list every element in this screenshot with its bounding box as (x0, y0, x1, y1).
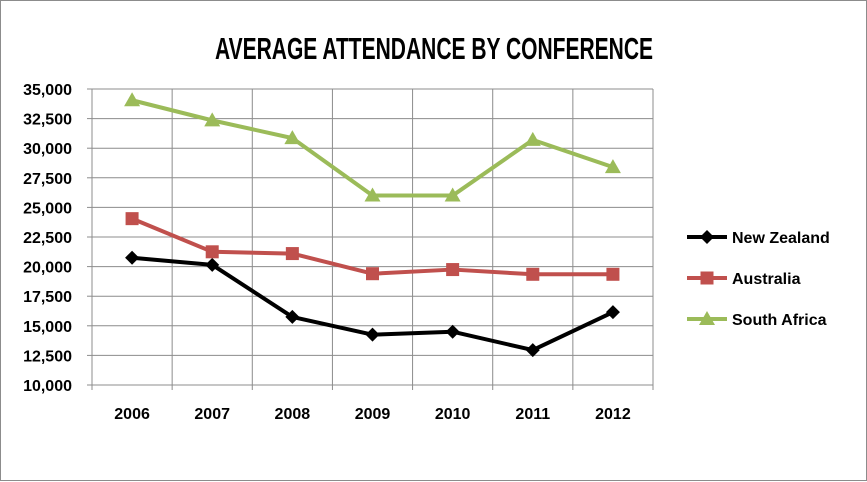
triangle-marker (444, 187, 461, 202)
diamond-marker (205, 257, 220, 272)
y-axis-tick-labels: 10,000 12,500 15,000 17,500 20,000 22,500 25,0… (23, 82, 72, 395)
square-marker (606, 267, 620, 281)
legend-diamond-marker (700, 230, 714, 244)
x-tick-label: 2007 (194, 406, 230, 423)
square-marker (366, 267, 379, 281)
y-tick-label: 10,000 (23, 378, 72, 395)
x-tick-label: 2006 (114, 406, 150, 423)
square-marker (526, 267, 540, 281)
legend-label: Australia (732, 271, 801, 288)
series-south-africa (124, 92, 621, 202)
diamond-marker (525, 343, 540, 358)
legend-label: New Zealand (732, 230, 830, 247)
x-tick-label: 2011 (515, 406, 550, 423)
legend-triangle-marker (699, 311, 715, 325)
y-tick-label: 27,500 (23, 171, 72, 188)
square-marker (205, 245, 219, 259)
chart-title: AVERAGE ATTENDANCE BY CONFERENCE (215, 31, 653, 66)
triangle-marker (204, 112, 221, 127)
legend-square-marker (700, 271, 714, 285)
diamond-marker (605, 305, 620, 320)
legend-label: South Africa (732, 312, 827, 329)
triangle-marker (364, 187, 381, 202)
square-marker (446, 263, 460, 277)
x-tick-label: 2009 (355, 406, 391, 423)
y-tick-label: 17,500 (23, 289, 72, 306)
diamond-marker (285, 309, 300, 324)
y-tick-label: 22,500 (23, 230, 72, 247)
y-tick-label: 32,500 (23, 112, 72, 129)
axes (87, 88, 654, 390)
diamond-marker (125, 250, 140, 265)
y-tick-label: 20,000 (23, 260, 72, 277)
triangle-marker (124, 92, 141, 107)
series-new-zealand (125, 250, 620, 358)
legend-item: New Zealand (687, 230, 830, 247)
square-marker (125, 212, 139, 226)
series-australia (125, 212, 620, 281)
legend-item: Australia (687, 271, 801, 288)
y-tick-label: 15,000 (23, 319, 72, 336)
series-lines (124, 92, 621, 358)
y-tick-label: 30,000 (23, 141, 72, 158)
x-axis-tick-labels: 2006 2007 2008 2009 2010 2011 2012 (114, 406, 631, 423)
y-tick-label: 25,000 (23, 200, 72, 217)
legend: New Zealand Australia South Africa (687, 230, 830, 329)
diamond-marker (445, 324, 460, 339)
y-tick-label: 35,000 (23, 82, 72, 99)
y-tick-label: 12,500 (23, 348, 72, 365)
x-tick-label: 2008 (275, 406, 311, 423)
x-tick-label: 2012 (595, 406, 631, 423)
triangle-marker (284, 130, 301, 145)
triangle-marker (524, 131, 541, 146)
legend-item: South Africa (687, 311, 827, 329)
square-marker (285, 247, 299, 261)
diamond-marker (365, 327, 380, 342)
x-tick-label: 2010 (435, 406, 471, 423)
triangle-marker (604, 159, 621, 174)
